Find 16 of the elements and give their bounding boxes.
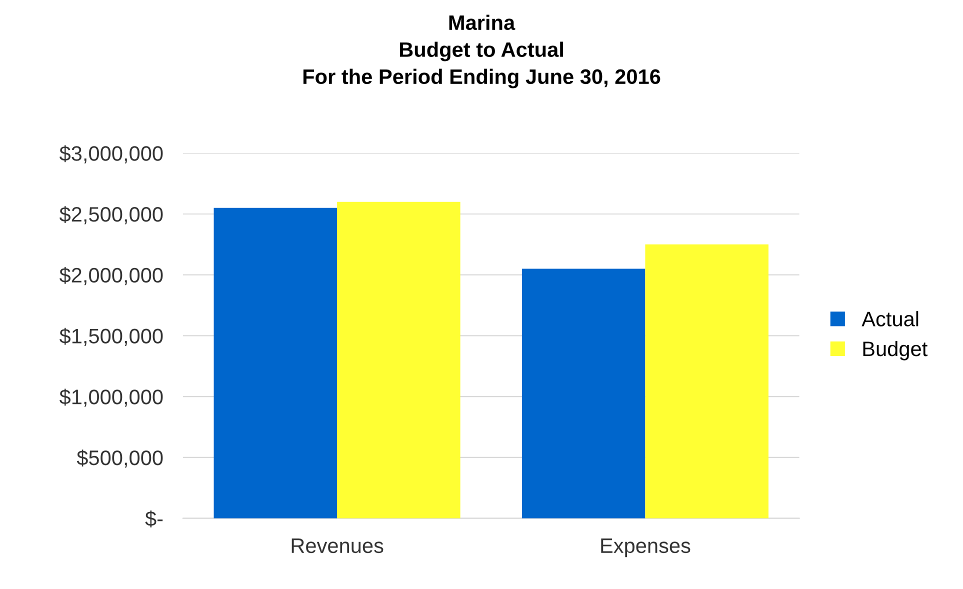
bar (522, 268, 646, 518)
y-tick-label: $1,000,000 (59, 388, 163, 407)
y-tick-label: $2,000,000 (59, 266, 163, 286)
chart-title: Marina Budget to Actual For the Period Ending June 30, 2016 (303, 14, 660, 88)
bar (214, 208, 338, 518)
legend-label: Budget (863, 340, 928, 360)
bar (337, 202, 460, 518)
y-tick-label: $3,000,000 (59, 145, 163, 164)
y-tick-label: $500,000 (76, 450, 163, 468)
y-tick-label: $- (145, 510, 163, 528)
x-tick-label: Revenues (292, 538, 384, 554)
y-tick-label: $2,500,000 (59, 206, 163, 224)
x-tick-label: Expenses (601, 538, 690, 558)
y-tick-label: $1,500,000 (59, 328, 163, 346)
bar (645, 244, 768, 518)
legend-label: Actual (862, 311, 918, 326)
